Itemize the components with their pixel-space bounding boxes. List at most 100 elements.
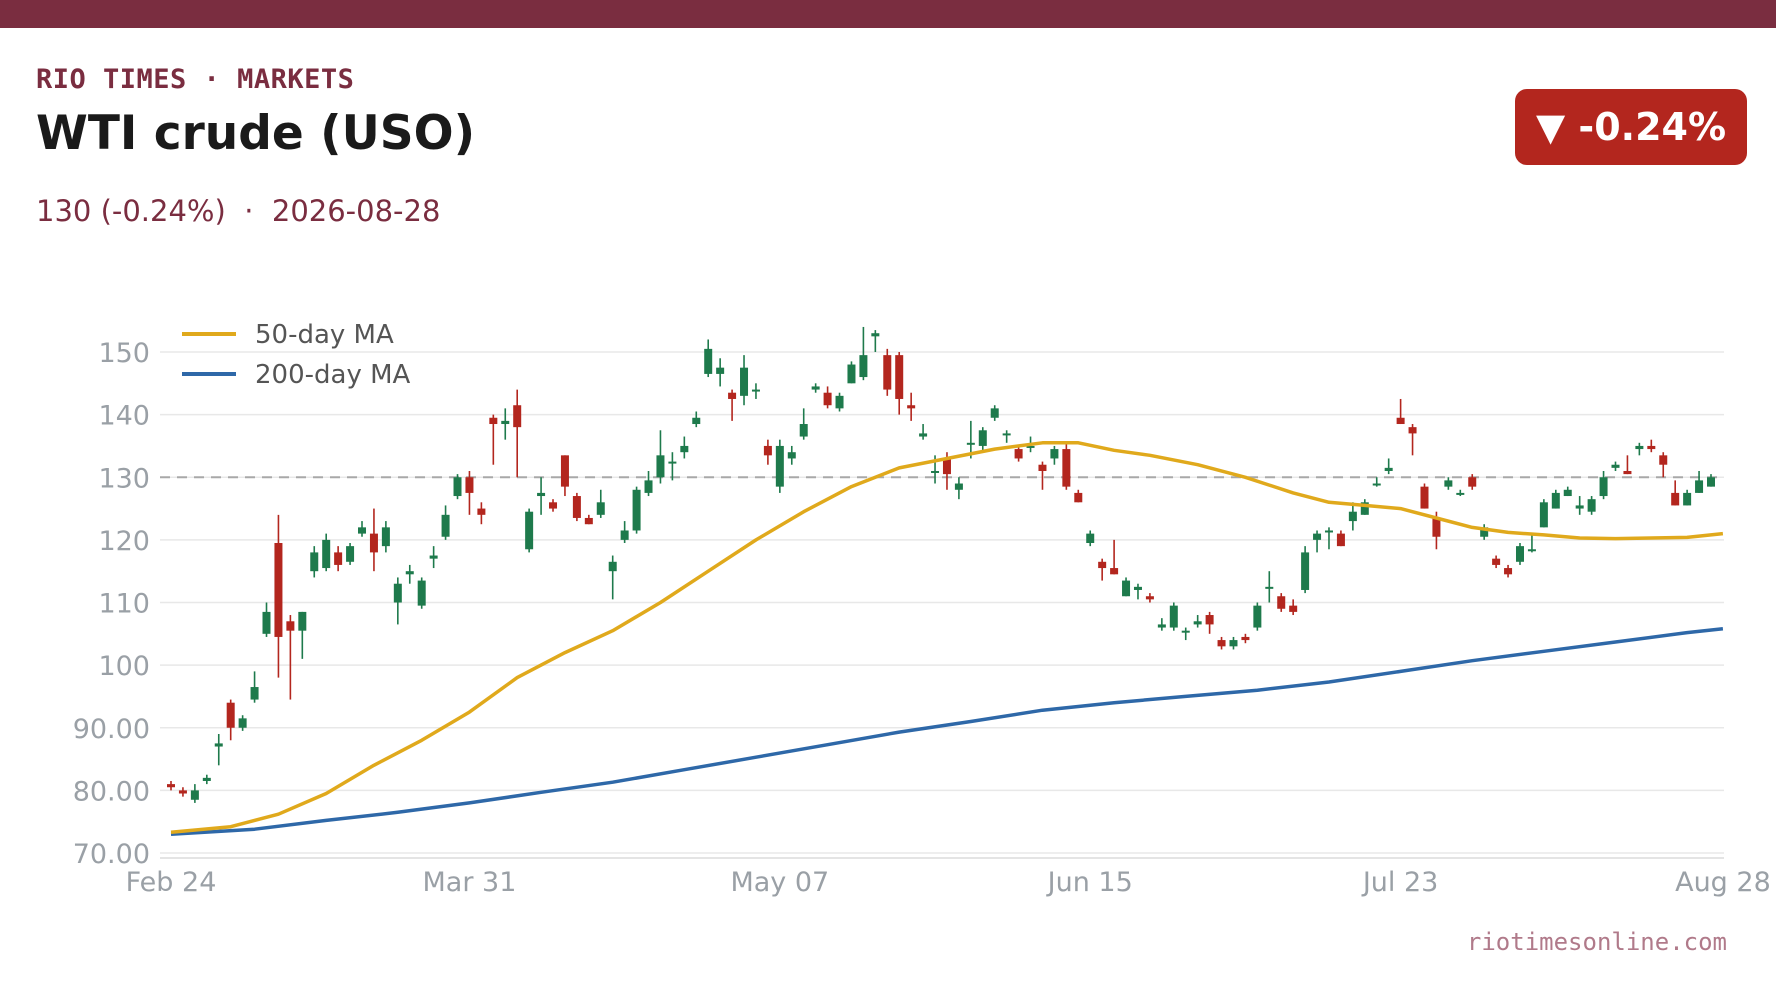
candle-body [835, 395, 844, 409]
candle [847, 361, 856, 384]
legend-label: 200-day MA [255, 360, 411, 390]
candle-body [1647, 445, 1656, 450]
candle-body [560, 455, 569, 487]
candle [668, 452, 677, 481]
candle [262, 602, 271, 637]
candle [560, 455, 569, 497]
candle-body [787, 452, 796, 459]
candle [310, 546, 319, 578]
candle-body [751, 389, 760, 392]
candle-body [704, 348, 713, 374]
candle [751, 383, 760, 399]
candle-body [393, 583, 402, 603]
x-tick-label: Mar 31 [423, 867, 517, 898]
candle-body [441, 514, 450, 537]
candle [1551, 489, 1560, 509]
candle-body [895, 355, 904, 399]
candle-body [811, 386, 820, 390]
candle-body [322, 539, 331, 569]
candle [1169, 602, 1178, 631]
candle-body [501, 420, 510, 425]
candle-body [1468, 477, 1477, 487]
candle-body [477, 508, 486, 515]
publication-kicker: RIO TIMES · MARKETS [36, 64, 355, 95]
candle-body [1205, 615, 1214, 625]
candle-body [978, 430, 987, 446]
candle-body [1253, 605, 1262, 628]
candle [549, 499, 558, 512]
candle-body [859, 355, 868, 378]
candle-body [1277, 596, 1286, 609]
candle-body [1360, 502, 1369, 515]
candle-body [1145, 596, 1154, 600]
candle [537, 477, 546, 515]
candle-body [262, 611, 271, 634]
price-subline: 130 (-0.24%) · 2026-08-28 [36, 194, 441, 228]
candle [346, 543, 355, 565]
candle [1002, 430, 1011, 443]
candle-body [728, 392, 737, 399]
candle [632, 486, 641, 534]
candle-body [1265, 586, 1274, 589]
candle [1205, 611, 1214, 634]
candle-body [656, 455, 665, 478]
candle [1695, 470, 1704, 493]
candle-body [1563, 489, 1572, 497]
candle [1074, 489, 1083, 503]
candle [1515, 543, 1524, 565]
candle-body [489, 417, 498, 425]
candle-body [310, 552, 319, 572]
candle-body [1050, 449, 1059, 459]
candle [1408, 424, 1417, 456]
candle-body [1695, 480, 1704, 493]
x-tick-label: Jun 15 [1046, 867, 1133, 898]
candle-body [405, 571, 414, 575]
candle [907, 392, 916, 421]
candle [1659, 452, 1668, 478]
candle [1384, 458, 1393, 475]
candle [358, 521, 367, 537]
candle [1062, 442, 1071, 490]
candle-body [716, 367, 725, 374]
candle-body [1420, 486, 1429, 509]
candle [811, 383, 820, 393]
candle-body [954, 483, 963, 490]
candle-body [1456, 492, 1465, 495]
candle [1122, 577, 1131, 597]
legend: 50-day MA 200-day MA [182, 320, 411, 390]
candle-body [966, 442, 975, 445]
candle [1563, 486, 1572, 497]
candle [1539, 499, 1548, 528]
candle-body [668, 461, 677, 464]
candle [1193, 615, 1202, 628]
candle-body [931, 470, 940, 473]
y-tick-label: 100 [98, 651, 150, 682]
candle [525, 508, 534, 553]
candle [584, 514, 593, 525]
candle-body [799, 424, 808, 437]
candle-body [763, 445, 772, 456]
candle-body [1599, 477, 1608, 497]
candle [1217, 636, 1226, 650]
candle-body [1384, 467, 1393, 471]
candle-body [202, 777, 211, 781]
candle [1241, 633, 1250, 644]
candle [1086, 530, 1095, 547]
candle [859, 326, 868, 381]
candle-body [942, 458, 951, 475]
y-tick-label: 110 [98, 589, 150, 620]
candle [238, 715, 247, 731]
candle-body [1038, 464, 1047, 471]
candle [1301, 546, 1310, 594]
candle [1599, 470, 1608, 500]
candle [763, 439, 772, 465]
candle-body [1432, 517, 1441, 537]
candle-body [740, 367, 749, 396]
candle [298, 611, 307, 659]
candle [1098, 558, 1107, 581]
candle-body [1659, 455, 1668, 465]
candle [1587, 496, 1596, 515]
candle-body [1492, 558, 1501, 565]
candle [728, 389, 737, 421]
candle-body [1026, 445, 1035, 448]
